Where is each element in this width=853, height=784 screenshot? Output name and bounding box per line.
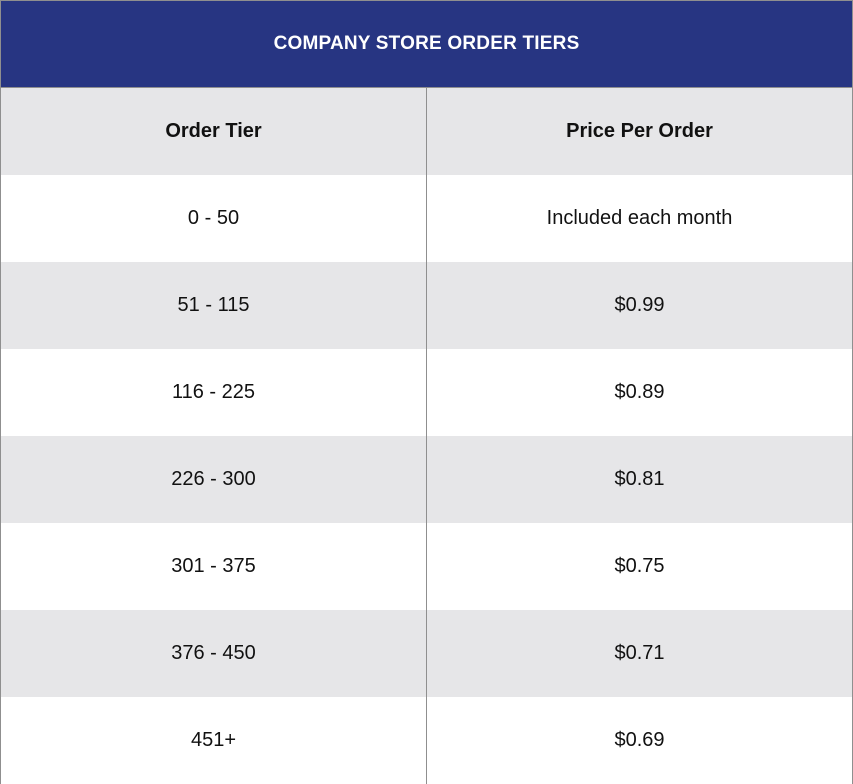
price-cell: $0.75 xyxy=(614,555,665,577)
table-row: 376 - 450 $0.71 xyxy=(1,610,852,697)
table-row: 301 - 375 $0.75 xyxy=(1,523,852,610)
price-cell: $0.81 xyxy=(614,468,665,490)
table-title-bar: COMPANY STORE ORDER TIERS xyxy=(1,1,852,88)
column-header-order-tier: Order Tier xyxy=(1,88,427,175)
table-row: 51 - 115 $0.99 xyxy=(1,262,852,349)
order-tier-cell: 301 - 375 xyxy=(1,523,427,610)
order-tier-cell: 226 - 300 xyxy=(1,436,427,523)
table-title: COMPANY STORE ORDER TIERS xyxy=(273,33,580,54)
price-cell: Included each month xyxy=(546,207,733,229)
order-tier-cell: 451+ xyxy=(1,697,427,784)
price-cell: $0.69 xyxy=(614,729,665,751)
order-tier-cell: 51 - 115 xyxy=(1,262,427,349)
table-row: 0 - 50 Included each month xyxy=(1,175,852,262)
price-cell: $0.89 xyxy=(614,381,665,403)
order-tier-cell: 116 - 225 xyxy=(1,349,427,436)
order-tier-cell: 0 - 50 xyxy=(1,175,427,262)
price-cell: $0.71 xyxy=(614,642,665,664)
table-row: 116 - 225 $0.89 xyxy=(1,349,852,436)
order-tier-cell: 376 - 450 xyxy=(1,610,427,697)
column-header-price-per-order: Price Per Order xyxy=(566,120,713,142)
table-row: 226 - 300 $0.81 xyxy=(1,436,852,523)
table-header-row: Order Tier Price Per Order xyxy=(1,88,852,175)
table-row: 451+ $0.69 xyxy=(1,697,852,784)
price-cell: $0.99 xyxy=(614,294,665,316)
